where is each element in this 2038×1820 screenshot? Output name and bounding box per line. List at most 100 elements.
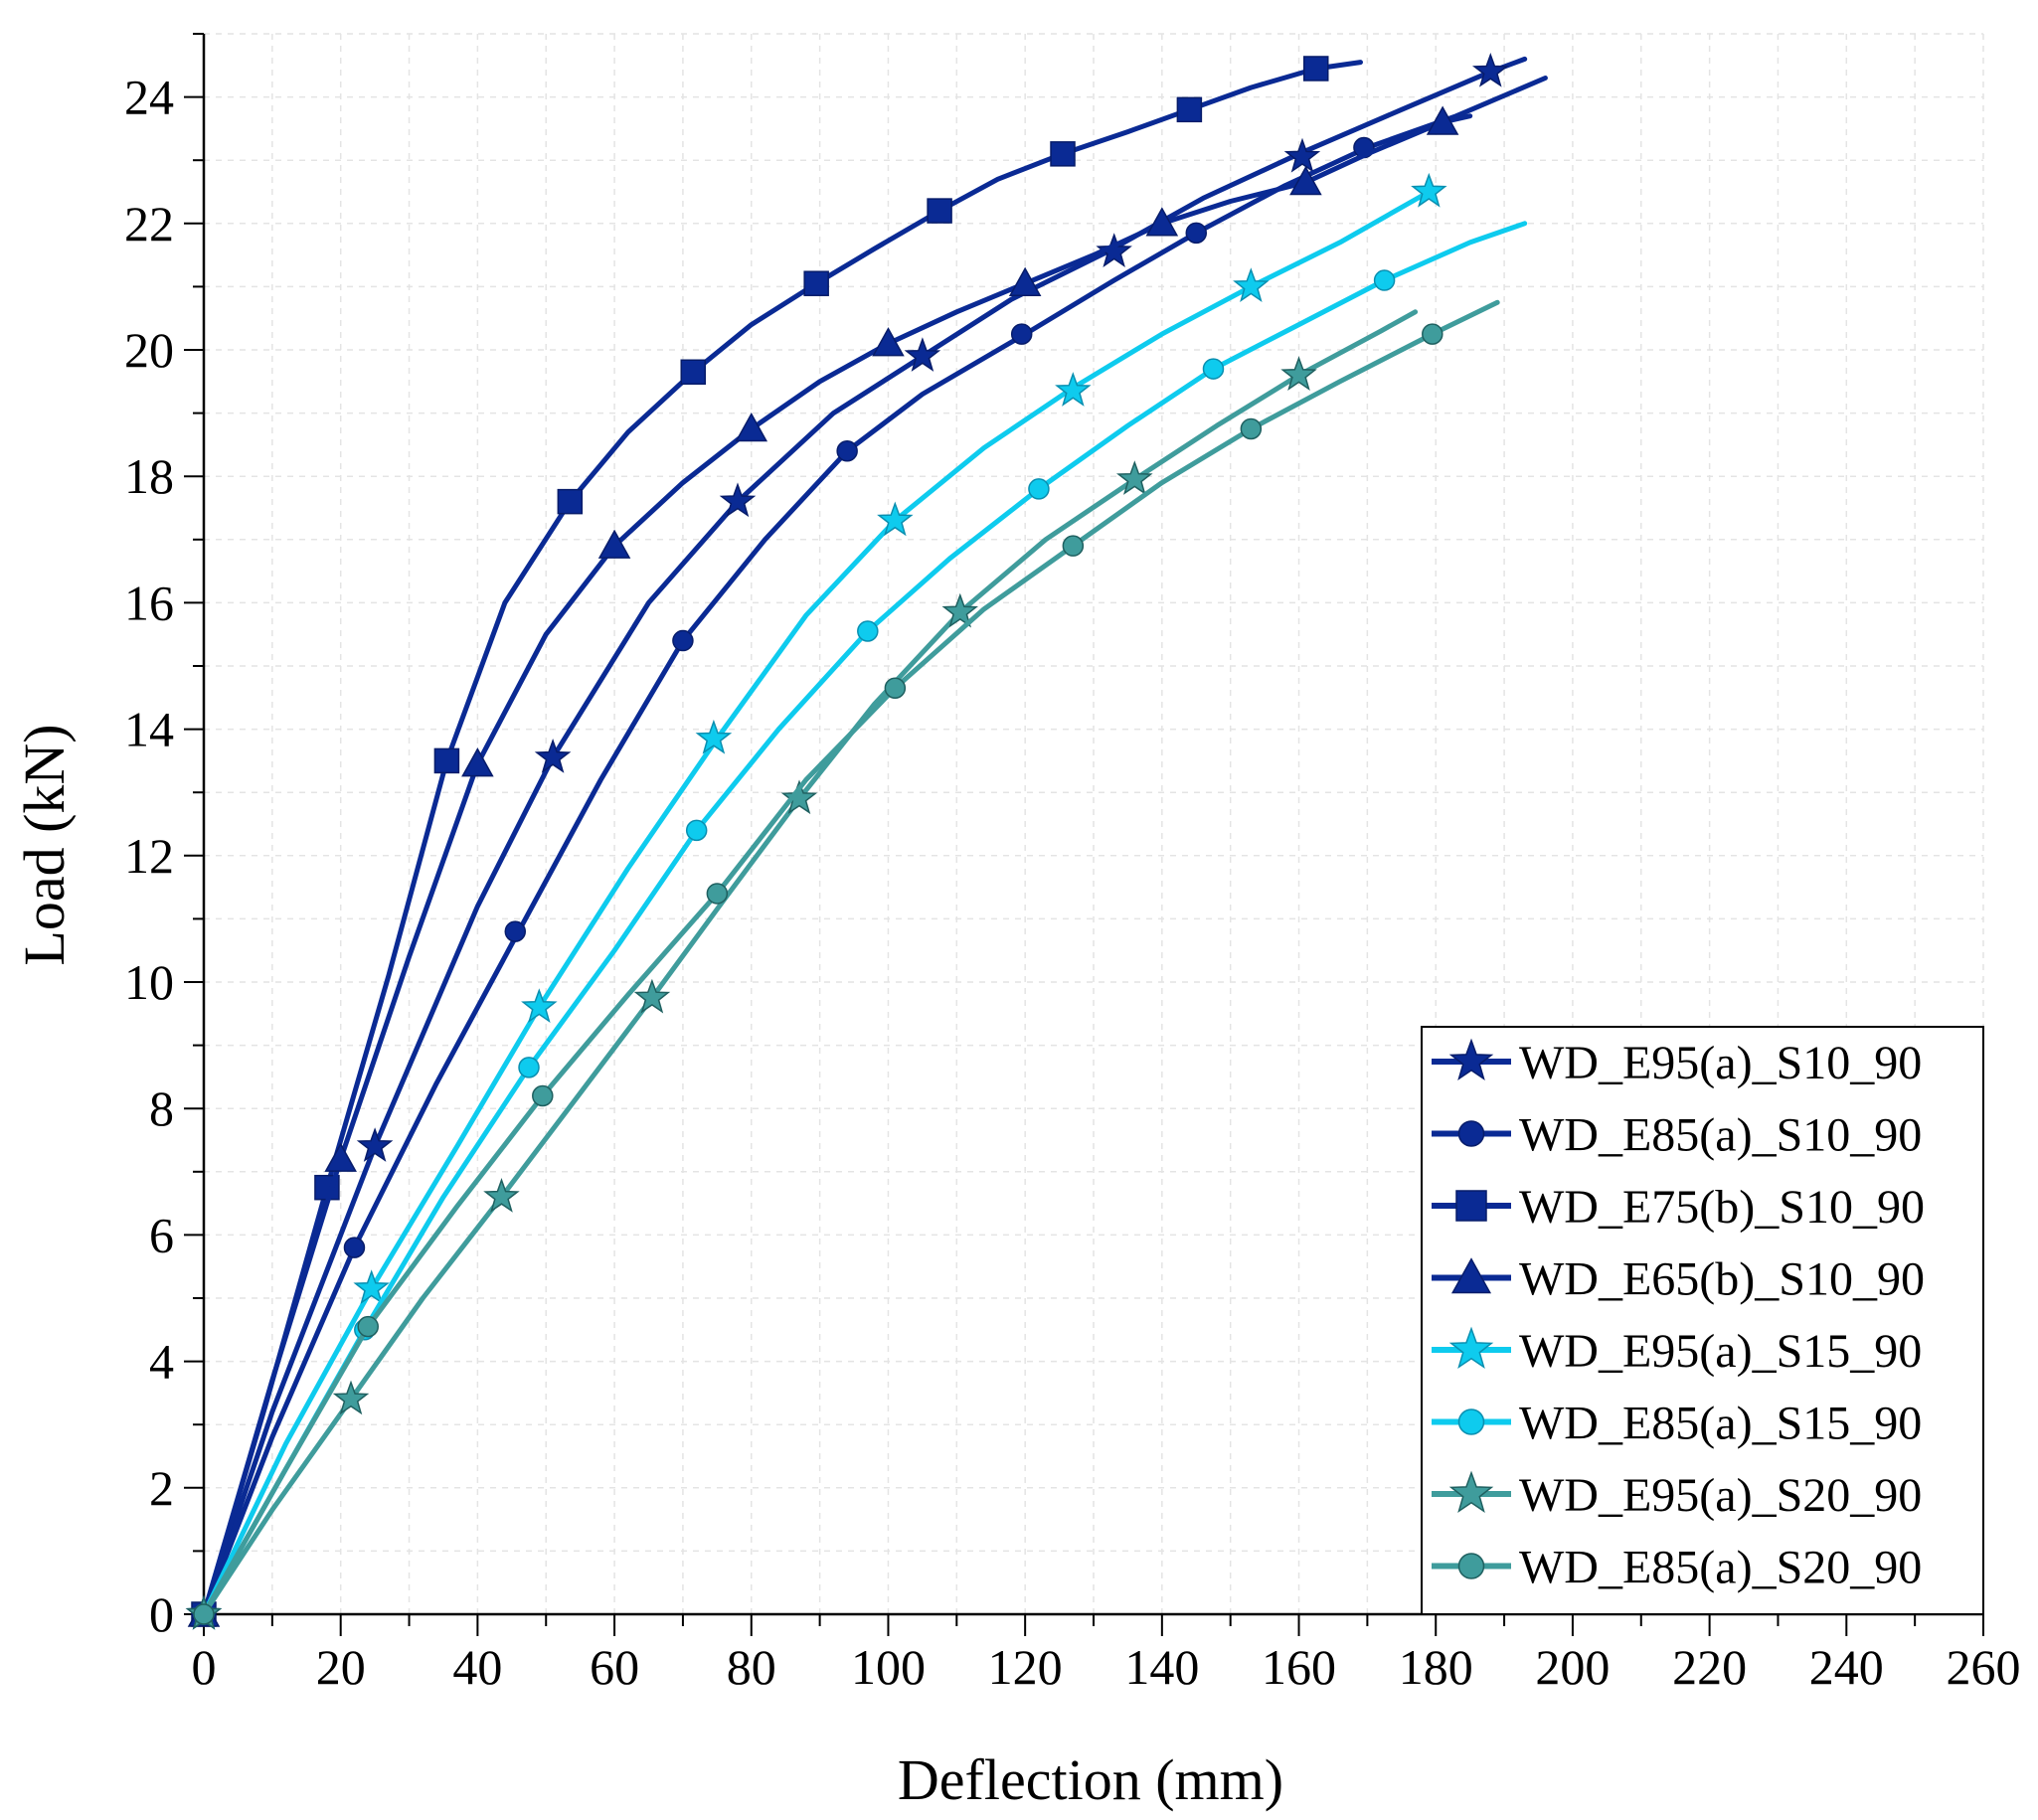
data-point <box>597 529 631 559</box>
y-tick-label: 4 <box>149 1334 174 1390</box>
data-point <box>1028 478 1050 500</box>
legend-label: WD_E65(b)_S10_90 <box>1519 1253 1925 1306</box>
series-5 <box>185 172 1447 1630</box>
legend-item: WD_E95(a)_S15_90 <box>1432 1325 1922 1378</box>
data-point <box>1471 53 1509 87</box>
data-point <box>941 592 978 628</box>
legend-item: WD_E95(a)_S10_90 <box>1432 1037 1922 1089</box>
data-point <box>534 738 572 773</box>
x-tick-label: 0 <box>192 1639 217 1695</box>
x-tick-label: 240 <box>1809 1639 1884 1695</box>
y-tick-label: 0 <box>149 1586 174 1642</box>
data-point <box>557 488 584 515</box>
x-tick-label: 80 <box>727 1639 776 1695</box>
y-tick-label: 16 <box>124 575 174 630</box>
y-tick-label: 6 <box>149 1207 174 1262</box>
y-tick-label: 20 <box>124 322 174 378</box>
x-axis-title: Deflection (mm) <box>898 1747 1283 1812</box>
legend-label: WD_E75(b)_S10_90 <box>1519 1181 1925 1234</box>
data-point <box>343 1237 366 1258</box>
x-tick-label: 200 <box>1535 1639 1610 1695</box>
data-point <box>1283 137 1321 173</box>
series-line <box>201 113 1473 1617</box>
legend-item: WD_E85(a)_S15_90 <box>1432 1398 1922 1450</box>
legend-marker <box>1448 1326 1494 1369</box>
data-point <box>1176 96 1203 123</box>
data-point <box>633 978 671 1014</box>
y-tick-label: 18 <box>124 448 174 504</box>
data-point <box>332 1380 370 1415</box>
legend-item: WD_E75(b)_S10_90 <box>1432 1181 1925 1234</box>
data-point <box>904 337 941 372</box>
series-line <box>201 299 1500 1617</box>
data-point <box>504 920 526 942</box>
data-point <box>877 501 914 537</box>
series-1 <box>185 53 1528 1630</box>
data-point <box>735 412 768 442</box>
data-point <box>927 198 952 224</box>
data-point <box>193 1603 215 1625</box>
data-point <box>521 988 558 1023</box>
legend-box <box>1421 1026 1984 1615</box>
y-tick-label: 24 <box>124 70 174 125</box>
x-tick-label: 220 <box>1672 1639 1747 1695</box>
data-point <box>1411 172 1447 208</box>
legend-marker <box>1448 1470 1494 1513</box>
legend-marker <box>1448 1038 1494 1080</box>
data-point <box>1280 356 1317 391</box>
legend-item: WD_E85(a)_S20_90 <box>1432 1542 1922 1594</box>
y-tick-label: 10 <box>124 954 174 1010</box>
x-tick-label: 140 <box>1124 1639 1199 1695</box>
data-point <box>461 747 494 777</box>
data-point <box>1055 372 1092 407</box>
data-point <box>1240 417 1263 440</box>
x-tick-label: 100 <box>851 1639 926 1695</box>
data-point <box>1115 460 1153 495</box>
legend-item: WD_E95(a)_S20_90 <box>1432 1469 1922 1522</box>
y-tick-label: 2 <box>149 1460 174 1516</box>
x-tick-label: 160 <box>1262 1639 1336 1695</box>
y-tick-label: 8 <box>149 1080 174 1136</box>
legend-marker <box>1457 1553 1485 1579</box>
legend-item: WD_E85(a)_S10_90 <box>1432 1109 1922 1162</box>
data-point <box>1289 165 1322 196</box>
data-point <box>685 819 708 842</box>
series-8 <box>193 299 1500 1625</box>
data-point <box>1303 56 1329 82</box>
legend-label: WD_E95(a)_S10_90 <box>1519 1037 1922 1089</box>
series-6 <box>193 221 1528 1625</box>
data-point <box>324 1142 357 1172</box>
legend-label: WD_E95(a)_S15_90 <box>1519 1325 1922 1378</box>
data-point <box>518 1057 540 1078</box>
legend: WD_E95(a)_S10_90 WD_E85(a)_S10_90 WD_E75(b… <box>1421 1026 1984 1615</box>
axes: 0 20 40 60 80 100 120 140 160 180 200 220 240 2600246… <box>124 33 2021 1695</box>
data-point <box>706 883 729 905</box>
legend-label: WD_E95(a)_S20_90 <box>1519 1469 1922 1522</box>
series-line <box>201 189 1432 1617</box>
y-tick-label: 14 <box>124 702 174 757</box>
legend-label: WD_E85(a)_S15_90 <box>1519 1398 1922 1450</box>
x-tick-label: 60 <box>590 1639 639 1695</box>
data-point <box>483 1177 520 1213</box>
data-point <box>672 629 694 652</box>
series-3 <box>191 56 1363 1627</box>
data-point <box>353 1269 390 1304</box>
legend-label: WD_E85(a)_S20_90 <box>1519 1542 1922 1594</box>
data-point <box>1426 105 1459 135</box>
series-line <box>201 56 1528 1617</box>
legend-label: WD_E85(a)_S10_90 <box>1519 1109 1922 1162</box>
legend-marker <box>1457 1120 1485 1147</box>
data-point <box>1233 267 1270 302</box>
data-point <box>680 359 706 386</box>
data-point <box>884 677 907 700</box>
legend-marker <box>1457 1408 1485 1435</box>
y-tick-label: 22 <box>124 196 174 251</box>
data-point <box>803 270 829 296</box>
data-point <box>1008 266 1042 296</box>
series-line <box>201 309 1419 1617</box>
data-point <box>1185 222 1208 245</box>
data-point <box>357 1315 379 1338</box>
data-point <box>836 440 858 462</box>
data-point <box>1010 323 1033 345</box>
